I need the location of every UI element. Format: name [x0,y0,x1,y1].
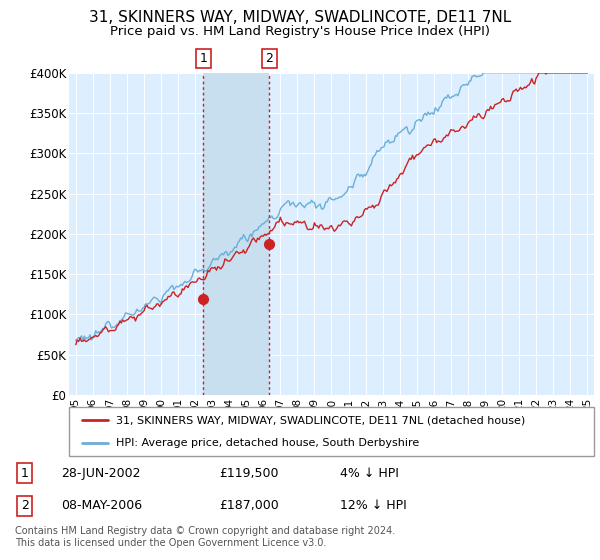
Bar [203,73,269,395]
Text: 08-MAY-2006: 08-MAY-2006 [61,499,142,512]
Text: HPI: Average price, detached house, South Derbyshire: HPI: Average price, detached house, Sout… [116,438,419,448]
Text: 1: 1 [21,467,29,480]
Text: 28-JUN-2002: 28-JUN-2002 [61,467,140,480]
Text: Price paid vs. HM Land Registry's House Price Index (HPI): Price paid vs. HM Land Registry's House … [110,25,490,38]
Text: Contains HM Land Registry data © Crown copyright and database right 2024.
This d: Contains HM Land Registry data © Crown c… [15,526,395,548]
Text: 4% ↓ HPI: 4% ↓ HPI [340,467,399,480]
Text: £187,000: £187,000 [220,499,279,512]
Text: 2: 2 [266,52,274,65]
Text: 2: 2 [21,499,29,512]
Text: 31, SKINNERS WAY, MIDWAY, SWADLINCOTE, DE11 7NL (detached house): 31, SKINNERS WAY, MIDWAY, SWADLINCOTE, D… [116,416,526,426]
Text: 31, SKINNERS WAY, MIDWAY, SWADLINCOTE, DE11 7NL: 31, SKINNERS WAY, MIDWAY, SWADLINCOTE, D… [89,10,511,25]
Text: 12% ↓ HPI: 12% ↓ HPI [340,499,407,512]
Text: 1: 1 [200,52,208,65]
Text: £119,500: £119,500 [220,467,279,480]
